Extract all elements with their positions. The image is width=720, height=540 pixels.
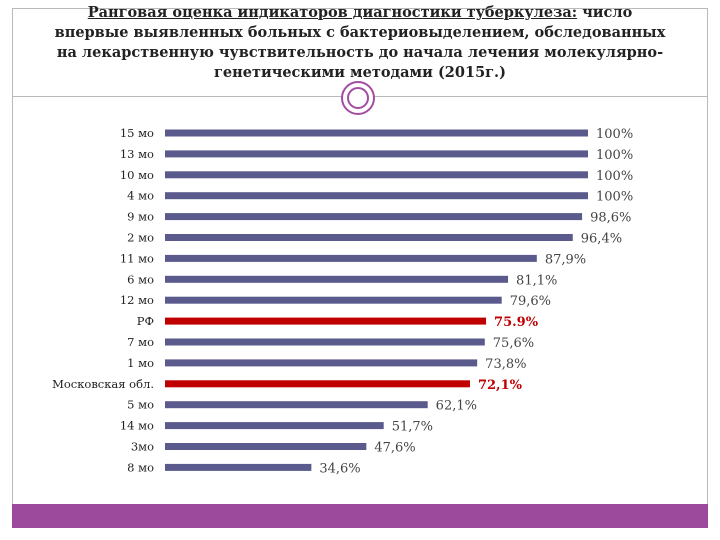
title-line-1-rest: число bbox=[577, 4, 633, 21]
value-label: 34,6% bbox=[319, 461, 360, 476]
title-line-4: генетическими методами (2015г.) bbox=[214, 64, 506, 81]
highlighted-bar bbox=[165, 380, 470, 388]
bar bbox=[165, 359, 478, 367]
bar bbox=[165, 234, 573, 241]
circle-ornament-icon bbox=[341, 81, 375, 115]
bar bbox=[165, 129, 588, 137]
category-label: Московская обл. bbox=[52, 377, 154, 391]
value-label: 100% bbox=[596, 127, 633, 142]
category-label: РФ bbox=[137, 314, 154, 328]
bar bbox=[165, 213, 583, 221]
category-label: 1 мо bbox=[127, 356, 154, 370]
highlighted-bar bbox=[165, 317, 487, 325]
category-label: 9 мо bbox=[127, 210, 154, 224]
value-label: 100% bbox=[596, 169, 633, 184]
category-label: 10 мо bbox=[120, 168, 154, 182]
value-label: 75.9% bbox=[494, 315, 539, 330]
bar bbox=[165, 275, 509, 283]
category-label: 7 мо bbox=[127, 335, 154, 349]
bar bbox=[165, 171, 588, 179]
title-line-3: на лекарственную чувствительность до нач… bbox=[56, 44, 664, 61]
category-label: 11 мо bbox=[120, 251, 154, 265]
value-label: 87,9% bbox=[545, 252, 586, 267]
bar bbox=[165, 254, 537, 262]
category-label: 3мо bbox=[131, 440, 154, 454]
bar bbox=[165, 296, 502, 304]
value-label: 81,1% bbox=[516, 273, 557, 288]
value-label: 72,1% bbox=[478, 378, 523, 393]
category-label: 12 мо bbox=[120, 293, 154, 307]
value-label: 96,4% bbox=[581, 232, 622, 247]
bar bbox=[165, 401, 428, 409]
value-label: 73,8% bbox=[485, 357, 526, 372]
title-line-1: Ранговая оценка индикаторов диагностики … bbox=[0, 3, 720, 23]
slide-title: Ранговая оценка индикаторов диагностики … bbox=[0, 3, 720, 83]
category-label: 2 мо bbox=[127, 231, 154, 245]
value-label: 79,6% bbox=[510, 294, 551, 309]
category-label: 4 мо bbox=[127, 189, 154, 203]
value-label: 75,6% bbox=[493, 336, 534, 351]
title-line-1-underlined: Ранговая оценка индикаторов диагностики … bbox=[87, 4, 578, 21]
footer-band bbox=[12, 504, 708, 528]
value-label: 62,1% bbox=[436, 399, 477, 414]
bar bbox=[165, 192, 588, 200]
bar bbox=[165, 422, 384, 430]
category-label: 14 мо bbox=[120, 419, 154, 433]
category-label: 13 мо bbox=[120, 147, 154, 161]
category-label: 8 мо bbox=[127, 460, 154, 474]
value-label: 100% bbox=[596, 148, 633, 163]
bar bbox=[165, 463, 312, 471]
bar bbox=[165, 150, 588, 158]
value-label: 98,6% bbox=[590, 211, 631, 226]
value-label: 51,7% bbox=[392, 420, 433, 435]
title-line-2: впервые выявленных больных с бактериовыд… bbox=[54, 24, 666, 41]
value-label: 47,6% bbox=[374, 441, 415, 456]
category-label: 5 мо bbox=[127, 398, 154, 412]
bar bbox=[165, 443, 367, 450]
value-label: 100% bbox=[596, 190, 633, 205]
category-label: 6 мо bbox=[127, 272, 154, 286]
bar bbox=[165, 338, 485, 346]
category-label: 15 мо bbox=[120, 126, 154, 140]
